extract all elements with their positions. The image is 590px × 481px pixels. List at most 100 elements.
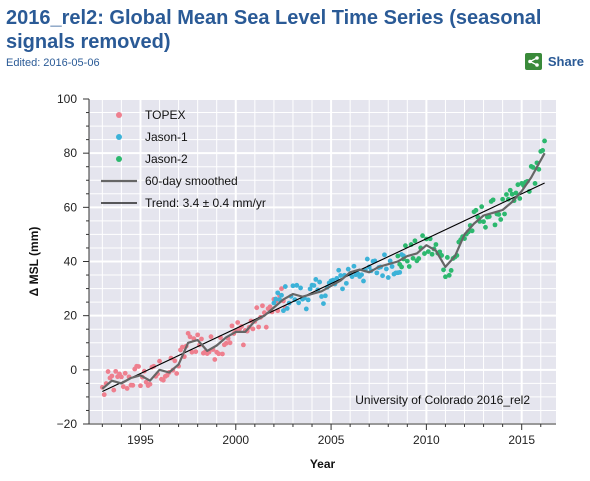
jason-1-point	[334, 276, 340, 281]
topex-point	[250, 326, 256, 332]
y-tick-label: 80	[64, 146, 78, 160]
jason-1-point	[380, 273, 385, 279]
y-tick-label: 20	[64, 309, 78, 323]
jason-1-point	[361, 278, 366, 284]
jason-2-point	[448, 268, 454, 273]
jason-2-point	[404, 258, 410, 264]
credit-annotation: University of Colorado 2016_rel2	[355, 393, 530, 407]
legend-marker	[116, 156, 122, 162]
jason-1-point	[321, 301, 326, 306]
jason-1-point	[319, 294, 324, 299]
topex-point	[216, 351, 222, 357]
jason-1-point	[305, 297, 311, 303]
topex-point	[279, 286, 284, 292]
jason-1-point	[303, 306, 309, 312]
smoothed-line	[101, 152, 546, 390]
topex-point	[105, 369, 111, 374]
jason-1-point	[345, 266, 351, 272]
y-axis-title: Δ MSL (mm)	[27, 227, 41, 297]
x-tick-label: 2005	[318, 433, 345, 447]
jason-2-point	[513, 190, 519, 196]
jason-2-point	[441, 267, 446, 273]
legend-label: Jason-2	[145, 152, 188, 166]
topex-point	[130, 382, 136, 388]
jason-2-point	[416, 256, 422, 261]
jason-2-point	[481, 219, 486, 225]
y-tick-label: 100	[57, 92, 77, 106]
grid	[89, 98, 556, 425]
jason-2-point	[500, 196, 506, 202]
jason-1-point	[374, 270, 380, 276]
x-tick-label: 2000	[222, 433, 249, 447]
topex-point	[256, 324, 262, 330]
share-icon	[524, 53, 542, 70]
topex-point	[172, 358, 178, 364]
jason-2-point	[502, 211, 507, 217]
edited-date: Edited: 2016-05-06	[6, 57, 100, 69]
jason-2-point	[443, 274, 448, 280]
jason-2-point	[542, 138, 547, 144]
jason-1-point	[397, 269, 403, 275]
jason-1-point	[313, 277, 319, 282]
topex-point	[174, 371, 180, 376]
jason-1-point	[336, 267, 342, 273]
jason-2-point	[540, 148, 546, 153]
legend-marker	[116, 112, 122, 118]
jason-2-point	[530, 165, 536, 170]
jason-1-point	[311, 283, 317, 288]
legend: TOPEX Jason-1 Jason-2 60-day smoothed Trend:…	[101, 108, 266, 210]
topex-point	[267, 304, 273, 310]
topex-point	[124, 386, 130, 391]
jason-1-point	[383, 266, 389, 272]
jason-1-point	[382, 252, 387, 258]
legend-label: 60-day smoothed	[145, 174, 238, 188]
jason-1-point	[351, 263, 357, 269]
jason-1-point	[349, 274, 355, 280]
jason-1-point	[275, 290, 281, 296]
y-tick-label: 60	[64, 200, 78, 214]
share-label: Share	[547, 54, 584, 69]
share-button[interactable]: Share	[524, 53, 584, 70]
jason-2-point	[406, 264, 412, 269]
jason-2-point	[412, 238, 418, 244]
legend-label: TOPEX	[145, 108, 185, 122]
jason-2-point	[444, 255, 450, 260]
jason-1-point	[330, 277, 336, 283]
axes: 1995 2000 2005 2010 2015 −20 0 20 40 60 80 100	[57, 92, 556, 447]
jason-2-point	[483, 224, 488, 230]
jason-2-point	[496, 212, 502, 217]
jason-2-point	[469, 228, 475, 234]
y-tick-label: 0	[70, 363, 77, 377]
topex-point	[223, 340, 229, 346]
legend-label: Trend: 3.4 ± 0.4 mm/yr	[145, 196, 266, 210]
jason-1-point	[290, 283, 296, 289]
y-tick-label: 40	[64, 255, 78, 269]
jason-2-point	[433, 242, 439, 247]
jason-2-point	[490, 197, 496, 203]
legend-marker	[116, 134, 122, 140]
trend-line	[102, 182, 545, 392]
jason-1-point	[279, 292, 284, 298]
jason-1-point	[296, 300, 302, 306]
jason-1-point	[385, 275, 391, 280]
jason-1-point	[284, 306, 290, 311]
topex-point	[138, 383, 143, 389]
topex-point	[227, 340, 233, 346]
topex-point	[189, 349, 195, 355]
topex-point	[119, 374, 124, 380]
topex-point	[160, 377, 166, 383]
jason-1-point	[387, 258, 393, 264]
topex-point	[113, 368, 119, 374]
topex-point	[229, 323, 235, 329]
x-tick-label: 1995	[127, 433, 154, 447]
jason-1-point	[271, 300, 277, 306]
x-tick-label: 2015	[508, 433, 535, 447]
jason-2-point	[425, 249, 431, 255]
jason-2-point	[532, 181, 538, 186]
jason-2-point	[515, 182, 521, 188]
topex-point	[111, 387, 117, 393]
jason-2-point	[507, 187, 513, 193]
topex-point	[254, 305, 260, 311]
topex-point	[136, 364, 141, 369]
x-tick-label: 2010	[413, 433, 440, 447]
